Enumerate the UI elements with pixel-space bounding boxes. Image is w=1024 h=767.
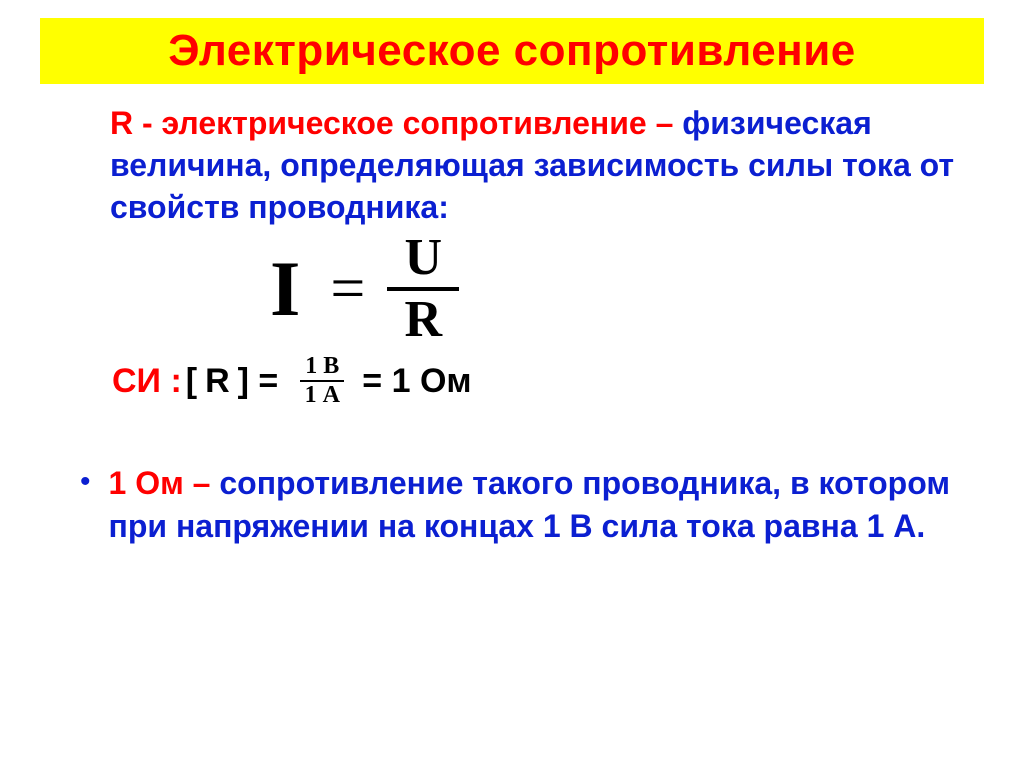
formula-denominator: R — [405, 293, 443, 348]
si-unit-row: СИ : [ R ] = 1 В 1 А = 1 Ом — [112, 354, 974, 408]
si-symbol: R — [205, 362, 230, 401]
ohm-definition-text: 1 Ом – сопротивление такого проводника, … — [109, 462, 964, 546]
ohm-definition-item: • 1 Ом – сопротивление такого проводника… — [80, 462, 964, 546]
si-bracket-close: ] = — [238, 362, 279, 401]
formula-lhs: I — [270, 244, 300, 334]
bullet-icon: • — [80, 462, 91, 503]
si-bracket-open: [ — [186, 362, 197, 401]
si-fraction: 1 В 1 А — [300, 354, 344, 408]
ohm-def-body: сопротивление такого проводника, в котор… — [109, 465, 950, 543]
formula-fraction: U R — [387, 231, 459, 348]
definition-lead: R - электрическое сопротивление – — [110, 105, 682, 141]
ohms-law-formula: I = U R — [50, 231, 974, 348]
si-prefix: СИ : — [112, 362, 182, 401]
page-title: Электрическое сопротивление — [40, 26, 984, 76]
si-frac-den: 1 А — [305, 383, 340, 408]
definition-paragraph: R - электрическое сопротивление – физиче… — [110, 102, 964, 229]
formula-equals: = — [330, 254, 365, 325]
ohm-def-lead: 1 Ом – — [109, 465, 220, 501]
title-band: Электрическое сопротивление — [40, 18, 984, 84]
formula-numerator: U — [405, 231, 443, 286]
si-result: = 1 Ом — [362, 362, 471, 401]
si-frac-num: 1 В — [305, 354, 339, 379]
